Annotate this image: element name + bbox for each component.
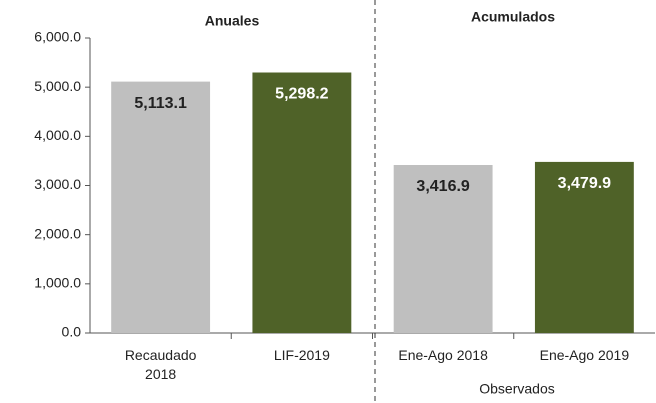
bar [393, 165, 493, 333]
x-tick-label: Ene-Ago 2019 [539, 347, 630, 363]
bar [252, 72, 352, 334]
group-label: Anuales [205, 13, 260, 29]
x-tick-label: Recaudado 2018 [124, 347, 197, 382]
y-tick-label: 4,000.0 [34, 127, 81, 143]
y-tick-label: 6,000.0 [34, 29, 81, 45]
y-tick-label: 3,000.0 [34, 176, 81, 192]
sub-label: Observados [479, 381, 554, 397]
value-label: 3,416.9 [416, 178, 469, 195]
value-label: 5,113.1 [134, 95, 187, 112]
y-tick-label: 2,000.0 [34, 225, 81, 241]
bar [111, 81, 211, 333]
y-tick-label: 5,000.0 [34, 78, 81, 94]
bar [534, 161, 634, 333]
y-tick-label: 1,000.0 [34, 275, 81, 291]
y-tick-label: 0.0 [62, 324, 82, 340]
x-tick-label: Ene-Ago 2018 [398, 347, 488, 363]
value-label: 3,479.9 [558, 175, 611, 192]
x-tick-label: LIF-2019 [273, 347, 330, 363]
group-label: Acumulados [471, 9, 555, 25]
value-label: 5,298.2 [275, 86, 328, 103]
